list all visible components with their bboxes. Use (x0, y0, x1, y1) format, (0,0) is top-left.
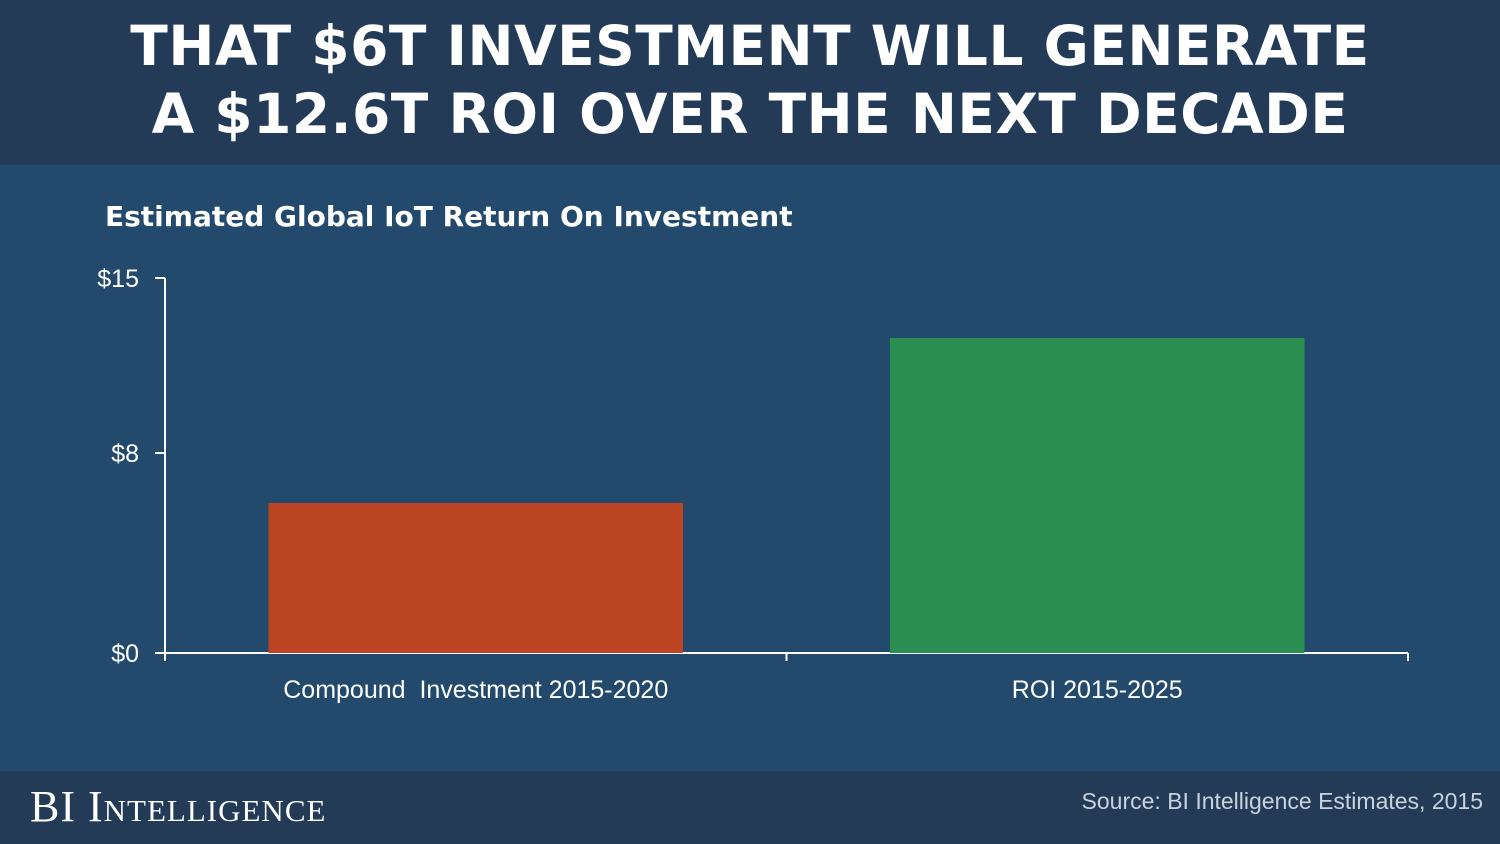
source-note: Source: BI Intelligence Estimates, 2015 (1081, 788, 1483, 814)
x-category-label: Compound Investment 2015-2020 (283, 676, 668, 704)
header-banner: THAT $6T INVESTMENT WILL GENERATE A $12.… (0, 0, 1500, 165)
bar-1 (268, 503, 684, 653)
brand-intelligence: Intelligence (88, 782, 327, 831)
y-tick-label: $15 (97, 265, 139, 293)
x-category-label: ROI 2015-2025 (1012, 676, 1183, 704)
y-tick-label: $0 (111, 640, 139, 668)
y-tick-label: $8 (111, 440, 139, 468)
headline-line-2: A $12.6T ROI OVER THE NEXT DECADE (151, 82, 1349, 146)
bar-2 (889, 338, 1305, 653)
footer-bar: BI Intelligence Source: BI Intelligence … (0, 771, 1500, 844)
headline-line-1: THAT $6T INVESTMENT WILL GENERATE (130, 14, 1370, 78)
brand-bi: BI (30, 782, 76, 831)
bi-intelligence-logo: BI Intelligence (30, 781, 326, 832)
chart-title: Estimated Global IoT Return On Investmen… (105, 200, 793, 233)
